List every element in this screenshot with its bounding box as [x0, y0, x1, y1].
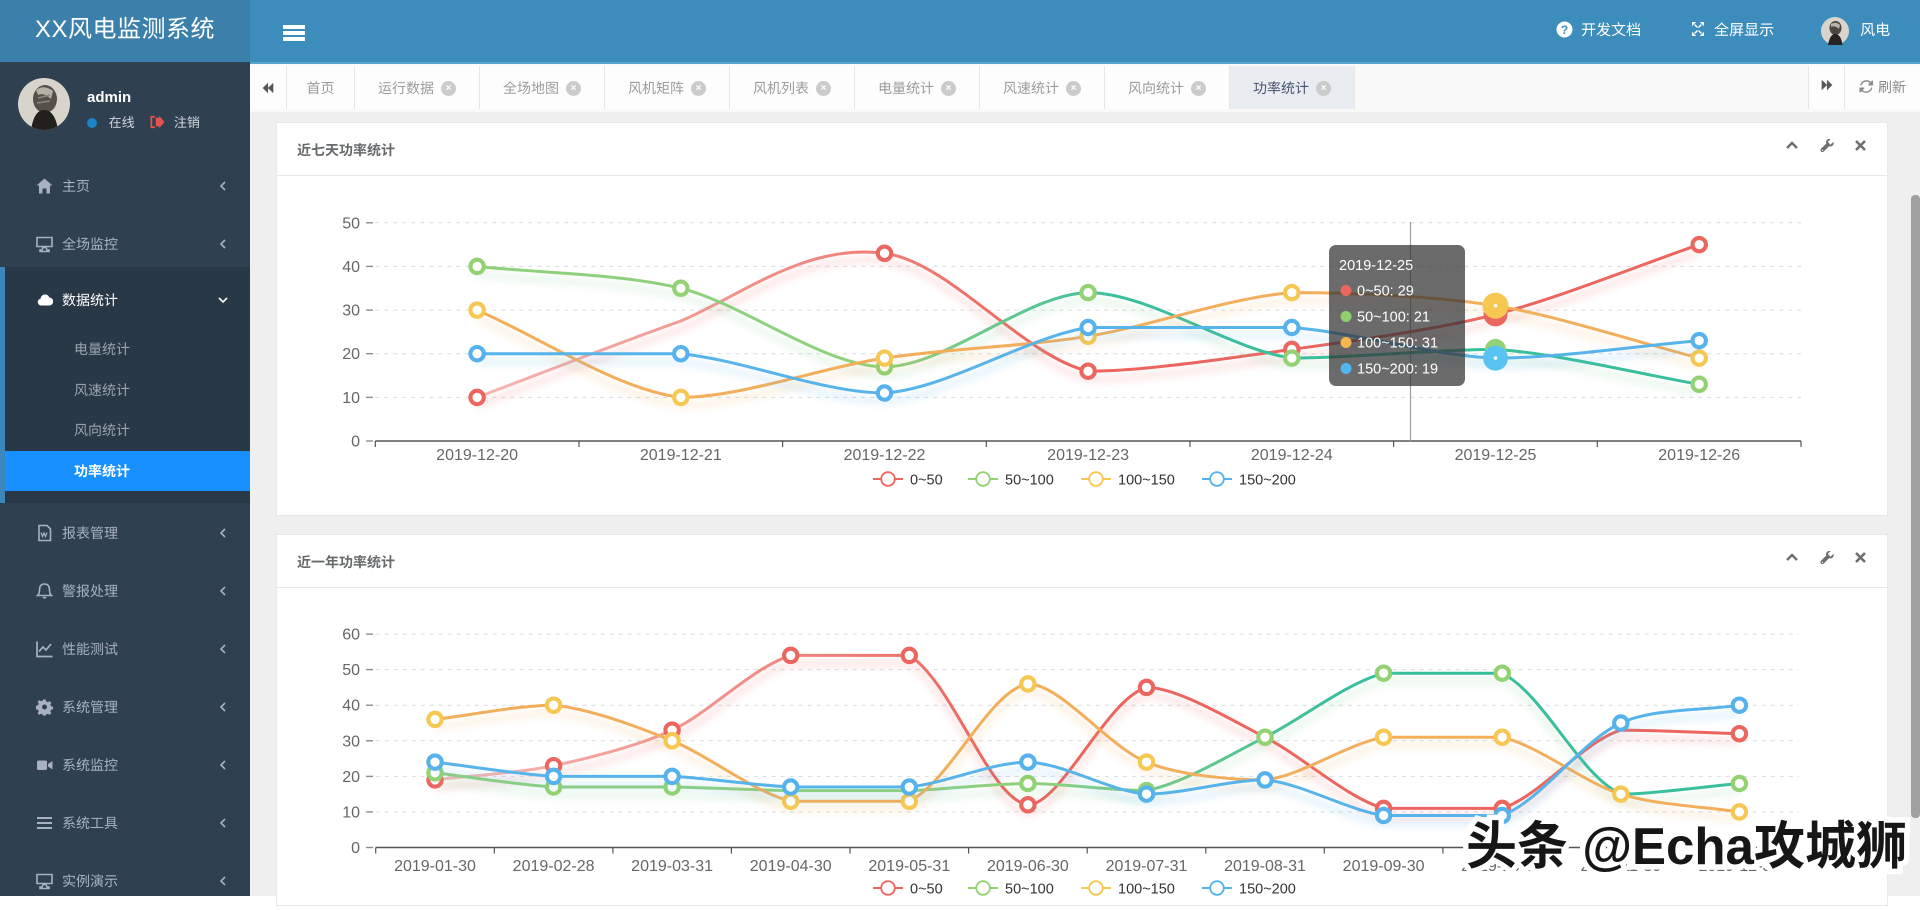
svg-text:?: ? — [1561, 23, 1568, 37]
